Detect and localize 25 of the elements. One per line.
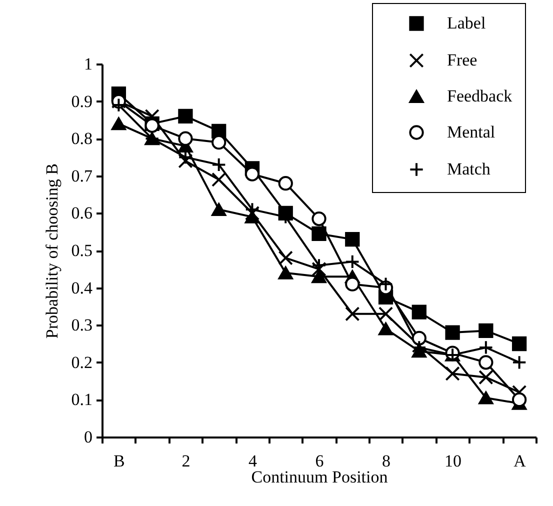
x-tick-label: 10 xyxy=(444,452,462,470)
legend-label: Free xyxy=(447,50,478,70)
legend-label: Match xyxy=(447,160,491,178)
x-tick-label: 8 xyxy=(382,452,391,470)
legend-label: Mental xyxy=(447,122,496,142)
legend-label: Label xyxy=(447,14,486,32)
y-tick-label: 0.2 xyxy=(71,352,92,372)
x-tick-label: 6 xyxy=(315,452,324,470)
x-tick-label: A xyxy=(514,452,527,470)
y-tick-label: 0.3 xyxy=(71,316,92,335)
x-tick-label: 2 xyxy=(182,452,190,470)
y-tick-label: 0.7 xyxy=(71,166,93,186)
x-tick-label: 4 xyxy=(248,452,258,470)
x-tick-label: B xyxy=(114,452,125,470)
y-tick-label: 0.5 xyxy=(71,241,92,260)
y-tick-label: 0.9 xyxy=(71,92,92,111)
legend-label: Feedback xyxy=(447,86,513,106)
y-tick-label: 1 xyxy=(84,54,92,74)
y-tick-label: 0.8 xyxy=(71,129,92,148)
y-tick-label: 0.4 xyxy=(71,278,93,298)
y-tick-label: 0.1 xyxy=(71,390,92,410)
y-axis-title: Probability of choosing B xyxy=(42,163,62,339)
y-tick-label: 0.6 xyxy=(71,204,92,223)
y-tick-label: 0 xyxy=(84,428,92,446)
x-axis-title: Continuum Position xyxy=(251,468,388,486)
